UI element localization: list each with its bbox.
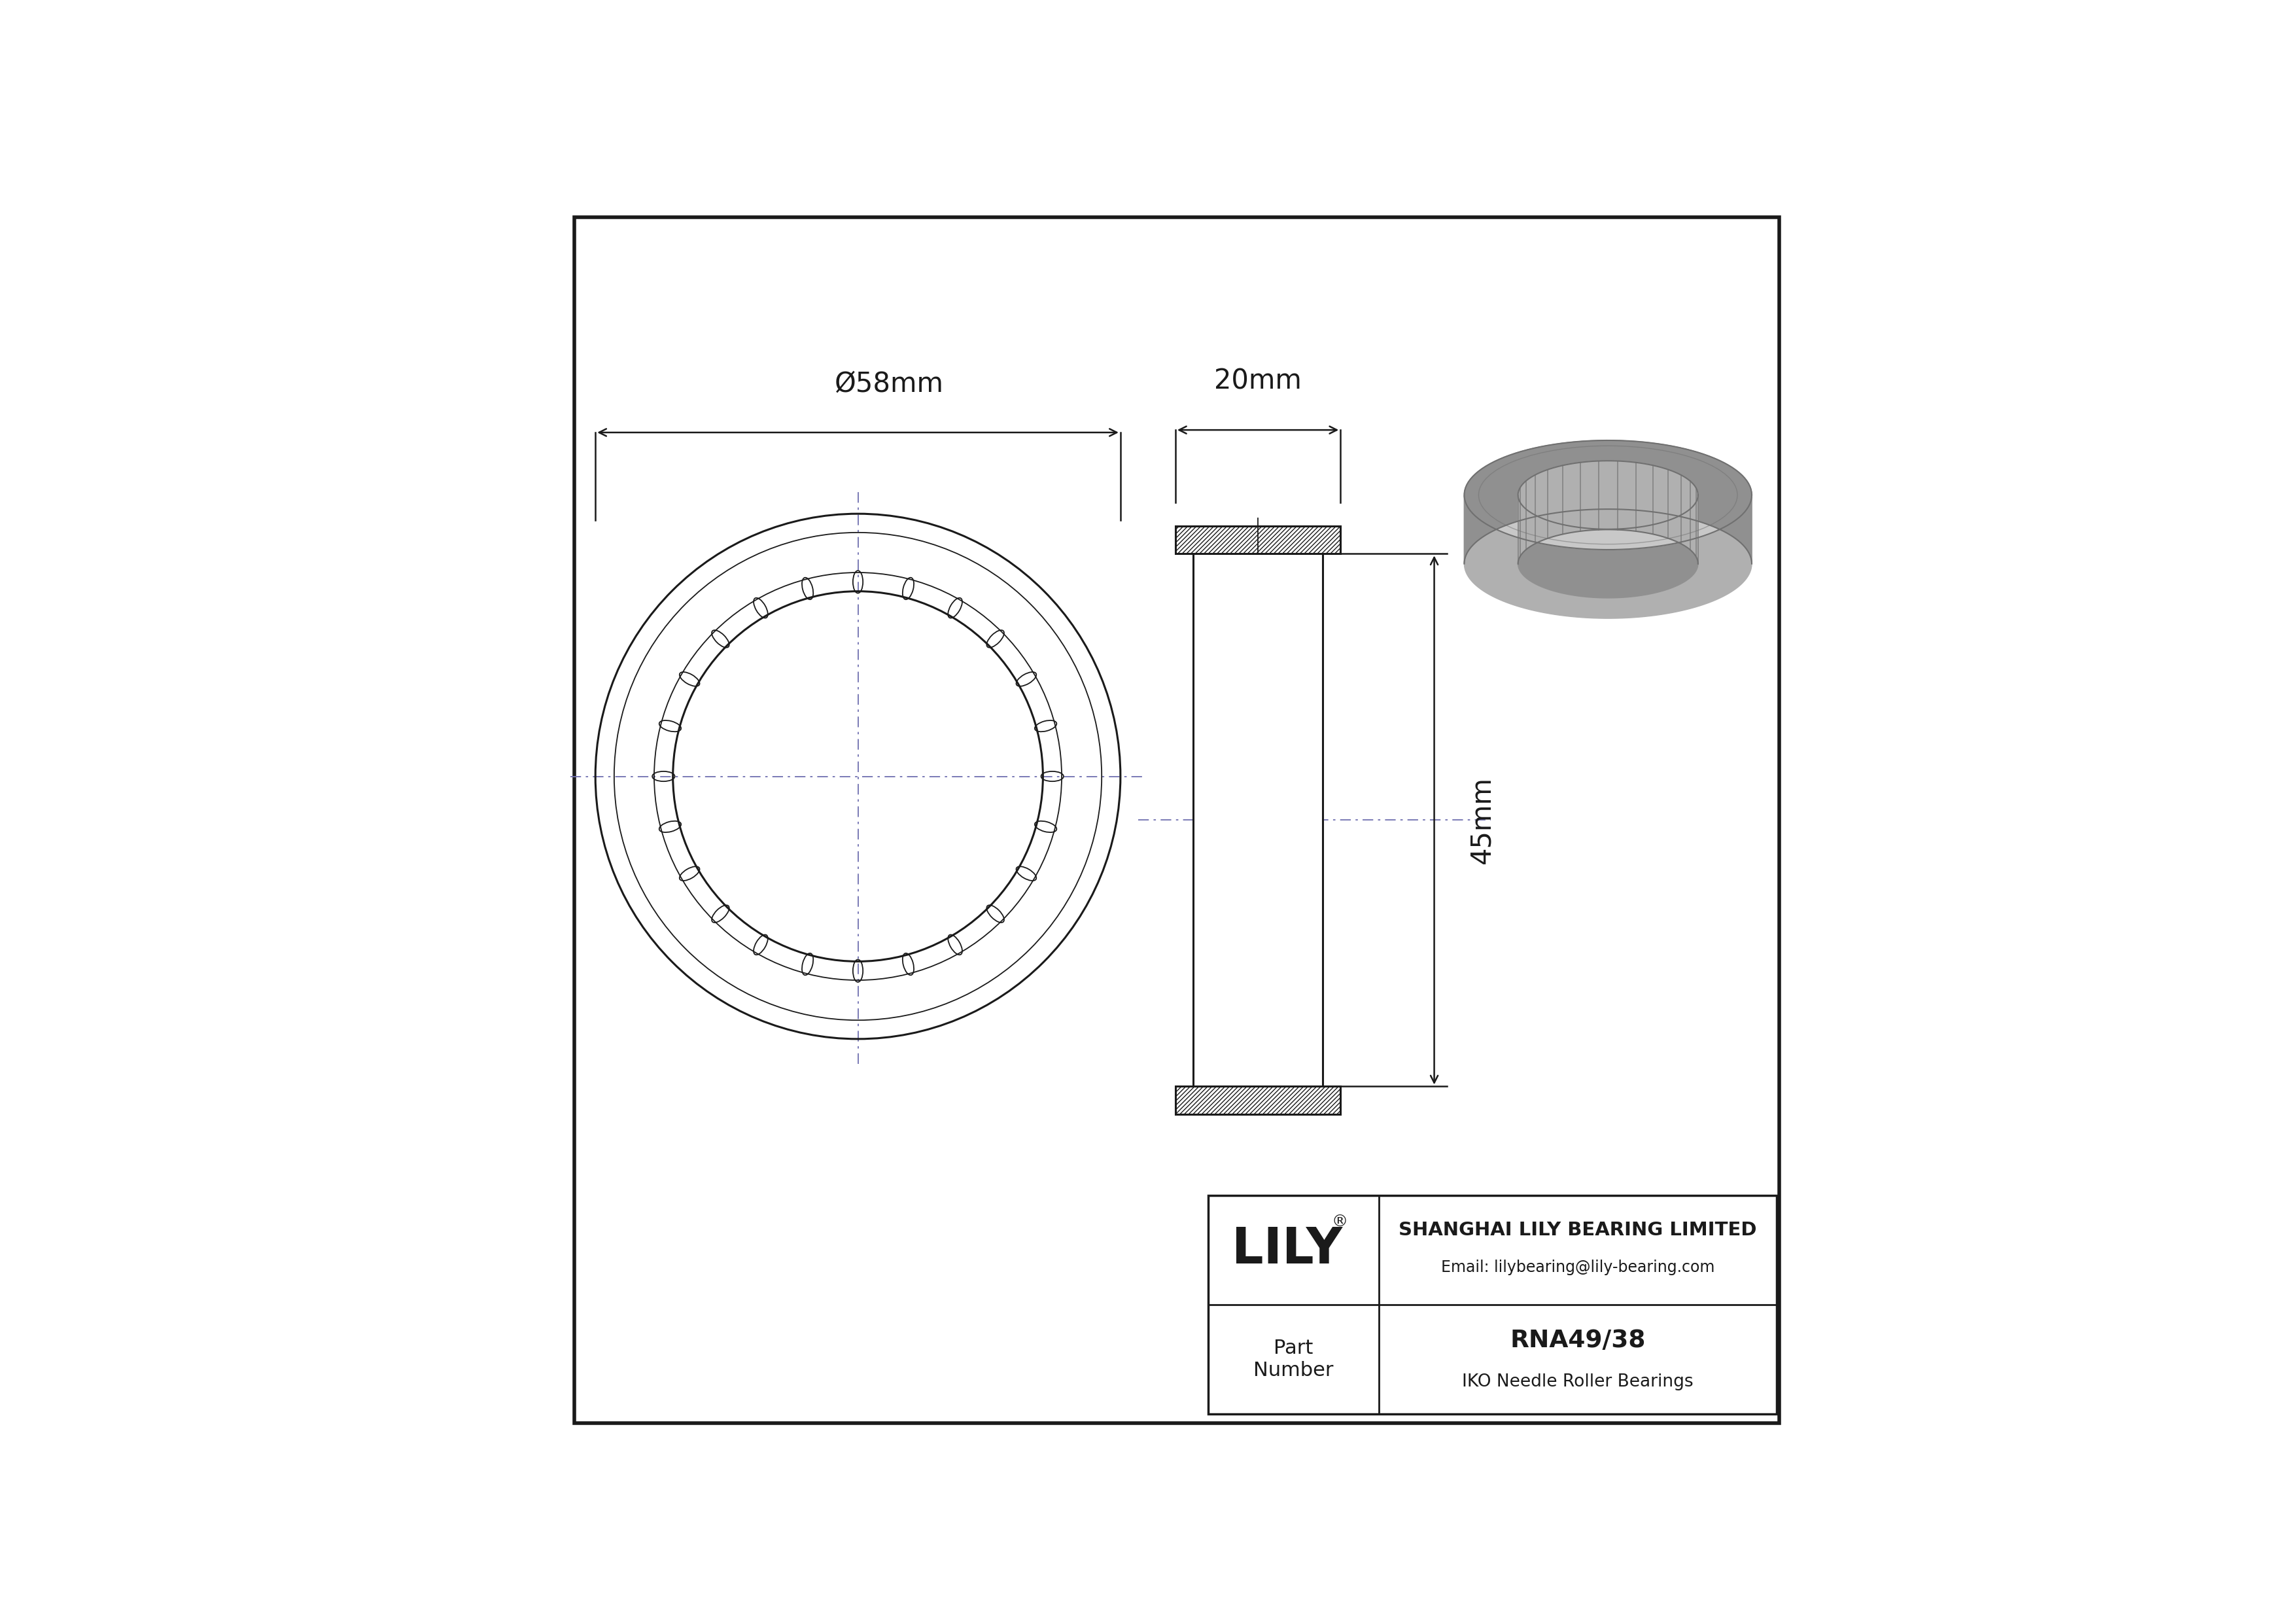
Bar — [1194, 526, 1322, 1114]
Text: IKO Needle Roller Bearings: IKO Needle Roller Bearings — [1463, 1374, 1694, 1390]
Text: Email: lilybearing@lily-bearing.com: Email: lilybearing@lily-bearing.com — [1442, 1260, 1715, 1275]
Polygon shape — [1465, 440, 1752, 549]
Bar — [1176, 526, 1341, 554]
Text: LILY: LILY — [1231, 1226, 1343, 1275]
Text: Part
Number: Part Number — [1254, 1338, 1334, 1380]
Polygon shape — [1465, 495, 1752, 619]
Text: SHANGHAI LILY BEARING LIMITED: SHANGHAI LILY BEARING LIMITED — [1398, 1221, 1756, 1239]
Text: ®: ® — [1332, 1215, 1348, 1231]
Bar — [1176, 1086, 1341, 1114]
Text: 20mm: 20mm — [1215, 367, 1302, 395]
Text: Ø58mm: Ø58mm — [833, 370, 944, 398]
Text: RNA49/38: RNA49/38 — [1511, 1328, 1646, 1353]
Bar — [1208, 1195, 1777, 1415]
Polygon shape — [1518, 495, 1699, 598]
Polygon shape — [1465, 440, 1752, 564]
Text: 45mm: 45mm — [1467, 776, 1495, 864]
Bar — [1176, 1086, 1341, 1114]
Bar — [1176, 526, 1341, 554]
Polygon shape — [1518, 461, 1699, 564]
